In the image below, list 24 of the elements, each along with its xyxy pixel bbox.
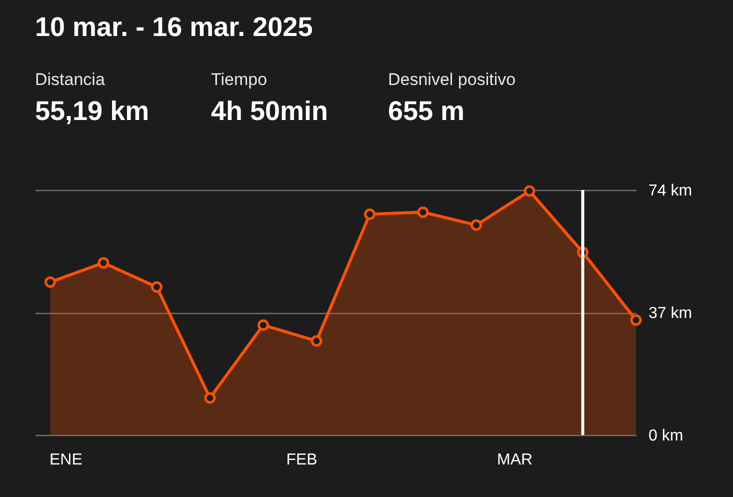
point bbox=[524, 185, 536, 197]
x-tick-label: FEB bbox=[286, 452, 318, 468]
y-tick-label: 37 km bbox=[648, 305, 692, 322]
point bbox=[630, 314, 642, 326]
point bbox=[204, 392, 216, 404]
text: 55,19 km bbox=[35, 96, 150, 127]
y-tick-label: 74 km bbox=[648, 182, 692, 200]
point bbox=[364, 208, 376, 220]
point bbox=[258, 319, 269, 331]
x-tick-label: ENE bbox=[49, 452, 82, 468]
text: Desnivel positivo bbox=[388, 70, 516, 90]
text: 655 m bbox=[388, 96, 466, 127]
text: 4h 50min bbox=[211, 96, 328, 127]
text: Distancia bbox=[35, 70, 106, 90]
point bbox=[98, 257, 110, 269]
point bbox=[151, 281, 162, 293]
point bbox=[470, 219, 482, 231]
x-tick-label: MAR bbox=[496, 452, 533, 468]
point bbox=[44, 276, 56, 288]
chart-title: 10 mar. - 16 mar. 2025 bbox=[35, 12, 313, 43]
point bbox=[310, 335, 322, 347]
text: Tiempo bbox=[211, 70, 268, 90]
point bbox=[417, 206, 429, 218]
y-tick-label: 0 km bbox=[648, 428, 684, 444]
